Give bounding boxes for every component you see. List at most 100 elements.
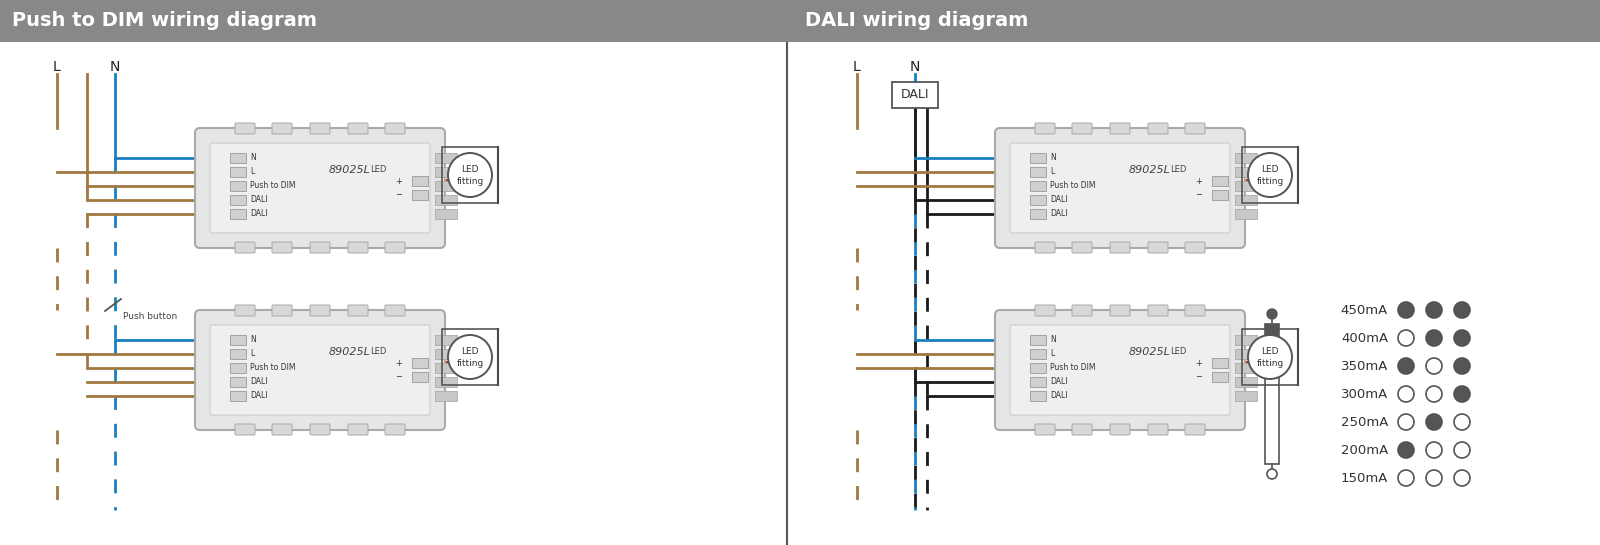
Bar xyxy=(435,335,458,345)
FancyBboxPatch shape xyxy=(386,242,405,253)
Circle shape xyxy=(1426,330,1442,346)
Circle shape xyxy=(1248,335,1293,379)
FancyBboxPatch shape xyxy=(1110,424,1130,435)
FancyBboxPatch shape xyxy=(1110,123,1130,134)
FancyBboxPatch shape xyxy=(1149,305,1168,316)
Bar xyxy=(230,377,246,387)
Bar xyxy=(435,195,458,205)
Circle shape xyxy=(1398,302,1414,318)
Text: 150mA: 150mA xyxy=(1341,471,1389,485)
FancyBboxPatch shape xyxy=(1186,242,1205,253)
FancyBboxPatch shape xyxy=(349,305,368,316)
Bar xyxy=(230,209,246,219)
Text: N: N xyxy=(250,336,256,344)
FancyBboxPatch shape xyxy=(386,424,405,435)
FancyBboxPatch shape xyxy=(272,305,291,316)
Bar xyxy=(413,190,429,200)
Bar xyxy=(1235,391,1258,401)
Circle shape xyxy=(1454,358,1470,374)
Bar xyxy=(1213,372,1229,382)
Text: +: + xyxy=(395,177,402,185)
Text: fitting: fitting xyxy=(1256,359,1283,367)
Circle shape xyxy=(1454,442,1470,458)
Text: 89025L: 89025L xyxy=(1130,347,1171,357)
Circle shape xyxy=(1398,358,1414,374)
FancyBboxPatch shape xyxy=(195,310,445,430)
Bar xyxy=(413,176,429,186)
Text: fitting: fitting xyxy=(1256,177,1283,185)
FancyBboxPatch shape xyxy=(1010,143,1230,233)
Circle shape xyxy=(1454,330,1470,346)
Bar xyxy=(435,181,458,191)
FancyBboxPatch shape xyxy=(1072,424,1091,435)
FancyBboxPatch shape xyxy=(310,123,330,134)
FancyBboxPatch shape xyxy=(1072,242,1091,253)
Text: −: − xyxy=(395,372,402,381)
Text: N: N xyxy=(110,60,120,74)
Bar xyxy=(435,391,458,401)
FancyBboxPatch shape xyxy=(995,310,1245,430)
Text: DALI: DALI xyxy=(250,391,267,401)
Bar xyxy=(435,167,458,177)
Text: LED: LED xyxy=(370,348,386,356)
Bar xyxy=(230,335,246,345)
Bar xyxy=(413,372,429,382)
Bar xyxy=(1030,391,1046,401)
Bar xyxy=(230,167,246,177)
Text: DALI: DALI xyxy=(250,196,267,204)
Text: L: L xyxy=(53,60,61,74)
Bar xyxy=(1235,335,1258,345)
Bar xyxy=(1030,349,1046,359)
Text: fitting: fitting xyxy=(456,177,483,185)
Circle shape xyxy=(1398,386,1414,402)
Bar xyxy=(1235,153,1258,163)
Text: fitting: fitting xyxy=(456,359,483,367)
Bar xyxy=(413,358,429,368)
FancyBboxPatch shape xyxy=(210,143,430,233)
FancyBboxPatch shape xyxy=(310,305,330,316)
FancyBboxPatch shape xyxy=(272,123,291,134)
Text: L: L xyxy=(250,349,254,359)
Text: Push to DIM: Push to DIM xyxy=(250,364,296,372)
FancyBboxPatch shape xyxy=(349,424,368,435)
Text: Push to DIM: Push to DIM xyxy=(1050,364,1096,372)
Circle shape xyxy=(1426,470,1442,486)
FancyBboxPatch shape xyxy=(235,123,254,134)
FancyBboxPatch shape xyxy=(1035,305,1054,316)
Text: N: N xyxy=(250,154,256,162)
Bar xyxy=(1213,358,1229,368)
FancyBboxPatch shape xyxy=(235,424,254,435)
Circle shape xyxy=(1267,309,1277,319)
Bar xyxy=(442,147,498,203)
Bar xyxy=(1266,324,1278,464)
FancyBboxPatch shape xyxy=(1110,242,1130,253)
Text: 89025L: 89025L xyxy=(330,165,371,175)
Text: DALI: DALI xyxy=(1050,209,1067,219)
FancyBboxPatch shape xyxy=(1035,123,1054,134)
FancyBboxPatch shape xyxy=(310,424,330,435)
Bar xyxy=(1030,335,1046,345)
Text: DALI: DALI xyxy=(1050,378,1067,386)
Circle shape xyxy=(1454,302,1470,318)
Circle shape xyxy=(1454,414,1470,430)
Text: L: L xyxy=(1050,349,1054,359)
Bar xyxy=(1235,181,1258,191)
Bar xyxy=(1213,190,1229,200)
Text: 450mA: 450mA xyxy=(1341,304,1389,317)
Bar xyxy=(1235,195,1258,205)
Circle shape xyxy=(448,335,493,379)
Text: −: − xyxy=(1195,191,1202,199)
Bar xyxy=(1266,324,1278,371)
FancyBboxPatch shape xyxy=(310,242,330,253)
Bar xyxy=(230,391,246,401)
Text: N: N xyxy=(1050,154,1056,162)
Bar xyxy=(1266,371,1278,464)
Text: N: N xyxy=(910,60,920,74)
FancyBboxPatch shape xyxy=(995,128,1245,248)
Text: N: N xyxy=(1050,336,1056,344)
Text: LED: LED xyxy=(1170,348,1186,356)
Text: 200mA: 200mA xyxy=(1341,444,1389,457)
FancyBboxPatch shape xyxy=(1010,325,1230,415)
Text: −: − xyxy=(1195,372,1202,381)
FancyBboxPatch shape xyxy=(386,123,405,134)
